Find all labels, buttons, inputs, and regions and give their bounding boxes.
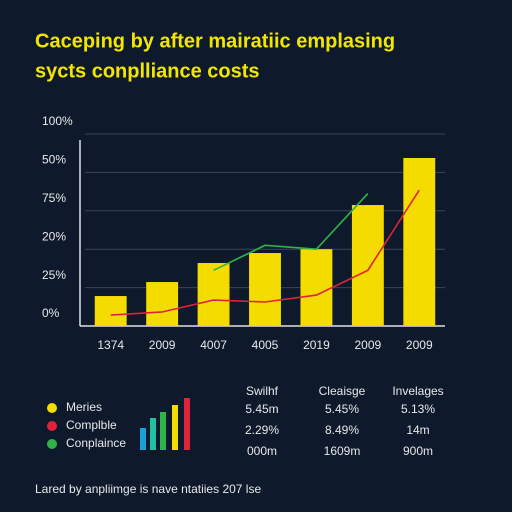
line	[213, 192, 369, 272]
bar	[351, 205, 384, 326]
table-header: Swilhf	[246, 384, 279, 398]
x-tick-label: 4007	[200, 338, 227, 352]
x-tick-label: 4005	[252, 338, 279, 352]
y-tick-label: 100%	[42, 114, 73, 128]
table-cell: 5.45m	[245, 402, 278, 416]
bar	[197, 263, 230, 326]
legend-marker	[47, 403, 57, 413]
table-header: Cleaisge	[319, 384, 366, 398]
x-tick-label: 1374	[97, 338, 124, 352]
y-tick-label: 20%	[42, 229, 66, 243]
bar	[249, 253, 281, 326]
x-tick-label: 2009	[406, 338, 433, 352]
legend-label: Conplaince	[66, 436, 126, 450]
legend-icon	[140, 398, 190, 450]
legend-label: Complble	[66, 418, 117, 432]
table-cell: 1609m	[324, 444, 361, 458]
footnote: Lared by anpliimge is nave ntatiies 207 …	[35, 482, 261, 496]
bar	[300, 249, 333, 326]
table-cell: 2.29%	[245, 423, 279, 437]
legend-marker	[47, 421, 57, 431]
table-cell: 900m	[403, 444, 433, 458]
table-header: Invelages	[392, 384, 443, 398]
line	[110, 189, 420, 316]
y-tick-label: 50%	[42, 153, 66, 167]
y-tick-label: 75%	[42, 191, 66, 205]
x-tick-label: 2019	[303, 338, 330, 352]
y-tick-label: 25%	[42, 268, 66, 282]
table-cell: 14m	[406, 423, 429, 437]
table-cell: 000m	[247, 444, 277, 458]
chart-title: Caceping by after mairatiic emplasing	[35, 30, 395, 52]
y-tick-label: 0%	[42, 306, 60, 320]
legend-label: Meries	[66, 400, 102, 414]
chart-title: sycts conplliance costs	[35, 60, 260, 82]
table-cell: 5.45%	[325, 402, 359, 416]
x-tick-label: 2009	[355, 338, 382, 352]
bar	[94, 296, 127, 326]
bar	[146, 282, 179, 326]
x-tick-label: 2009	[149, 338, 176, 352]
legend-marker	[47, 439, 57, 449]
table-cell: 8.49%	[325, 423, 359, 437]
table-cell: 5.13%	[401, 402, 435, 416]
bar	[403, 158, 436, 326]
